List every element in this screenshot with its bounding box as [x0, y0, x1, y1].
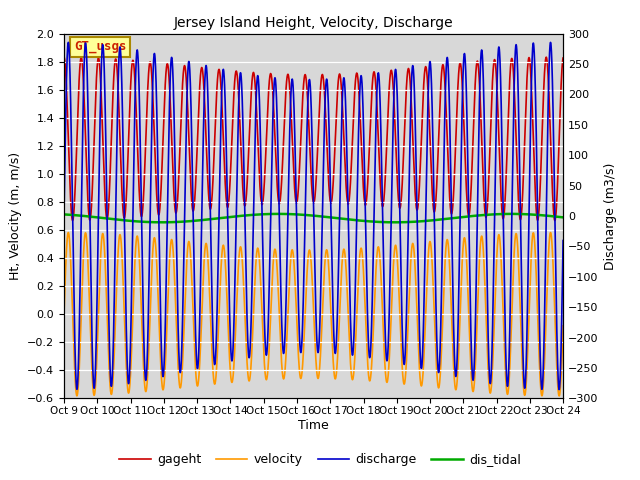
- discharge: [65, 39, 72, 45]
- velocity: [200, 270, 207, 276]
- Legend: gageht, velocity, discharge, dis_tidal: gageht, velocity, discharge, dis_tidal: [115, 448, 525, 471]
- velocity: [556, 393, 563, 399]
- discharge: [362, 238, 370, 244]
- gageht: [362, 202, 369, 207]
- discharge: [556, 387, 563, 393]
- dis_tidal: [559, 215, 567, 220]
- velocity: [167, 239, 175, 244]
- Line: dis_tidal: dis_tidal: [64, 214, 563, 222]
- Line: velocity: velocity: [64, 232, 563, 396]
- discharge: [371, 181, 378, 187]
- gageht: [512, 123, 520, 129]
- dis_tidal: [275, 211, 282, 217]
- velocity: [362, 323, 370, 329]
- velocity: [371, 297, 378, 302]
- discharge: [559, 246, 567, 252]
- Text: GT_usgs: GT_usgs: [74, 40, 127, 53]
- dis_tidal: [158, 219, 166, 225]
- Title: Jersey Island Height, Velocity, Discharge: Jersey Island Height, Velocity, Discharg…: [174, 16, 453, 30]
- dis_tidal: [362, 218, 370, 224]
- discharge: [60, 213, 68, 219]
- dis_tidal: [167, 219, 175, 225]
- dis_tidal: [60, 212, 68, 217]
- dis_tidal: [200, 217, 207, 223]
- Line: gageht: gageht: [64, 57, 563, 220]
- discharge: [512, 43, 520, 48]
- gageht: [559, 57, 566, 62]
- gageht: [167, 116, 175, 122]
- gageht: [559, 55, 567, 61]
- gageht: [200, 76, 207, 82]
- velocity: [559, 323, 567, 329]
- dis_tidal: [371, 219, 379, 225]
- X-axis label: Time: Time: [298, 419, 329, 432]
- velocity: [60, 312, 68, 317]
- velocity: [65, 229, 72, 235]
- Y-axis label: Ht, Velocity (m, m/s): Ht, Velocity (m, m/s): [8, 152, 22, 280]
- Line: discharge: discharge: [64, 42, 563, 390]
- dis_tidal: [512, 211, 520, 217]
- discharge: [200, 124, 207, 130]
- velocity: [559, 327, 567, 333]
- dis_tidal: [559, 215, 567, 220]
- discharge: [167, 58, 175, 64]
- velocity: [512, 231, 520, 237]
- gageht: [371, 70, 378, 76]
- discharge: [559, 238, 567, 243]
- gageht: [551, 217, 559, 223]
- gageht: [60, 54, 68, 60]
- Y-axis label: Discharge (m3/s): Discharge (m3/s): [604, 162, 617, 270]
